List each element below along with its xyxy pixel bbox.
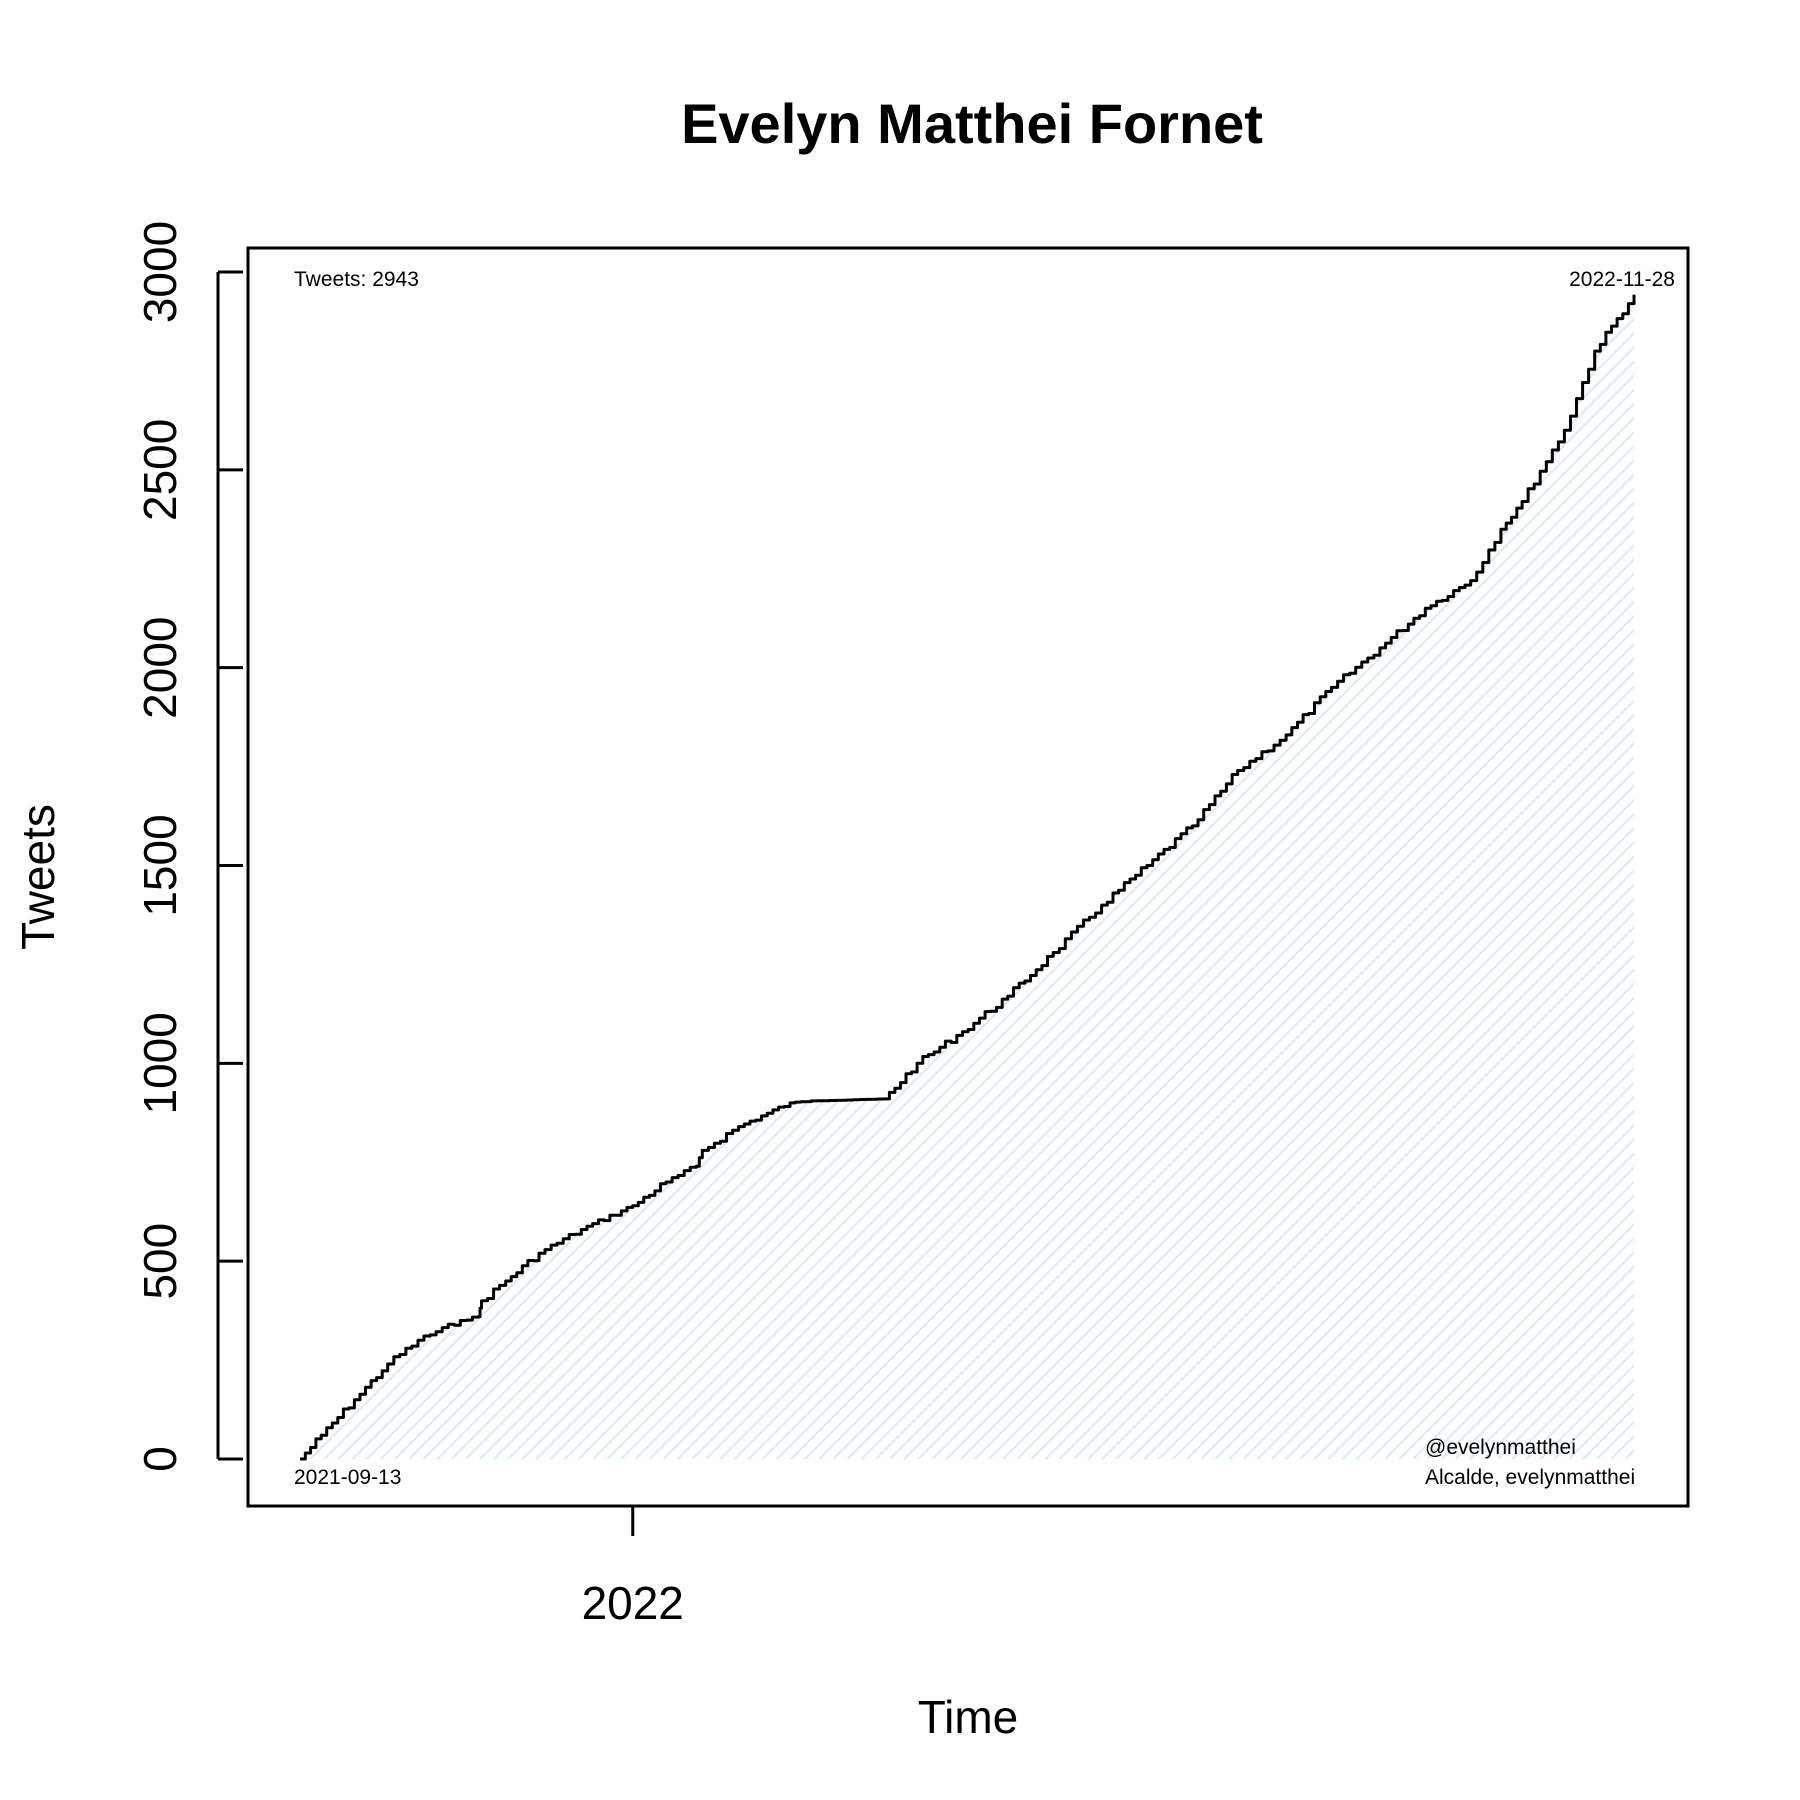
- y-tick-label: 2500: [134, 419, 186, 521]
- y-tick-label: 3000: [134, 221, 186, 323]
- handle-label: @evelynmatthei: [1425, 1436, 1576, 1459]
- end-date-label: 2022-11-28: [1569, 268, 1675, 291]
- y-tick-label: 1000: [134, 1012, 186, 1114]
- plot-area: [300, 294, 1636, 1461]
- x-axis: 2022: [582, 1506, 684, 1629]
- tweet-count-label: Tweets: 2943: [294, 268, 419, 291]
- cumulative-area-fill: [300, 294, 1634, 1460]
- cumulative-tweets-line: [300, 294, 1636, 1461]
- y-tick-label: 2000: [134, 616, 186, 718]
- x-axis-title: Time: [918, 1691, 1019, 1743]
- y-tick-label: 0: [134, 1446, 186, 1472]
- start-date-label: 2021-09-13: [294, 1466, 401, 1489]
- description-label: Alcalde, evelynmatthei: [1425, 1466, 1635, 1489]
- x-tick-label: 2022: [582, 1577, 684, 1629]
- y-axis-title: Tweets: [12, 804, 64, 950]
- y-axis: 0 500 1000 1500 2000 2500 3000: [134, 221, 243, 1472]
- y-tick-label: 500: [134, 1223, 186, 1300]
- y-tick-label: 1500: [134, 814, 186, 916]
- chart-title: Evelyn Matthei Fornet: [681, 92, 1263, 155]
- plot-frame: [246, 246, 1690, 1508]
